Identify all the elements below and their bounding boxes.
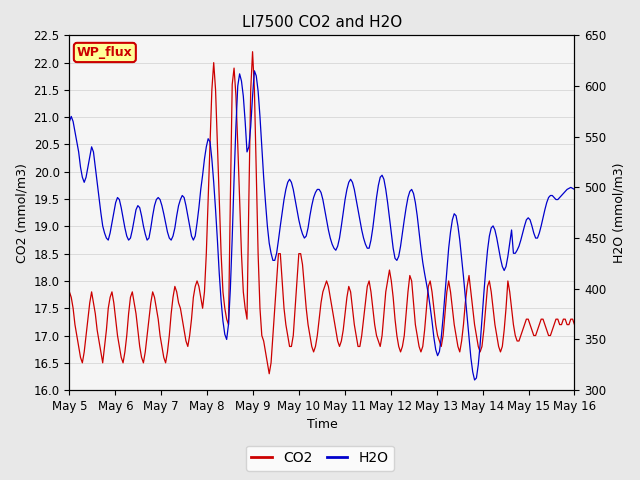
H2O [65, 119, 73, 124]
CO2 [108, 289, 116, 295]
Line: CO2: CO2 [69, 52, 575, 374]
Text: WP_flux: WP_flux [77, 46, 132, 59]
Title: LI7500 CO2 and H2O: LI7500 CO2 and H2O [242, 15, 402, 30]
CO2 [571, 322, 579, 327]
H2O [251, 68, 259, 74]
Y-axis label: H2O (mmol/m3): H2O (mmol/m3) [612, 162, 625, 263]
H2O [471, 377, 479, 383]
H2O [465, 335, 473, 340]
CO2 [420, 327, 428, 333]
CO2 [467, 289, 475, 295]
H2O [419, 260, 427, 265]
CO2 [202, 251, 210, 256]
X-axis label: Time: Time [307, 419, 337, 432]
H2O [504, 253, 512, 259]
H2O [571, 187, 579, 192]
CO2 [266, 371, 273, 377]
CO2 [65, 289, 73, 295]
H2O [108, 220, 116, 226]
Legend: CO2, H2O: CO2, H2O [246, 445, 394, 471]
CO2 [269, 333, 276, 338]
Y-axis label: CO2 (mmol/m3): CO2 (mmol/m3) [15, 163, 28, 263]
Line: H2O: H2O [69, 71, 575, 380]
CO2 [249, 49, 257, 55]
H2O [202, 144, 210, 150]
CO2 [504, 278, 512, 284]
H2O [268, 251, 275, 256]
